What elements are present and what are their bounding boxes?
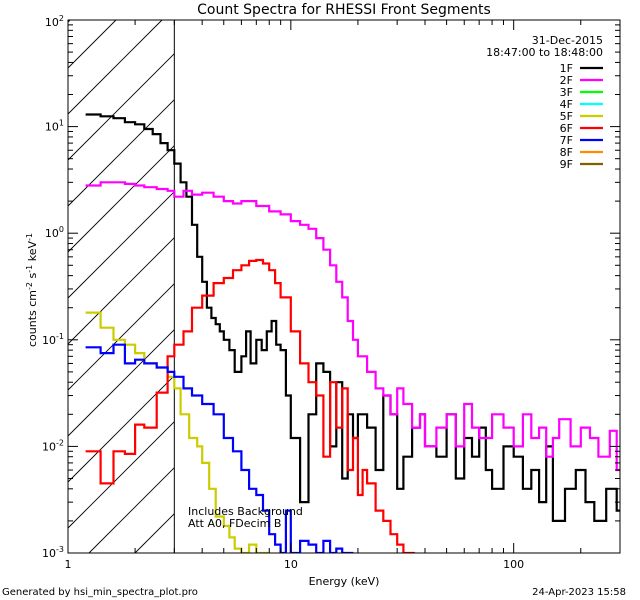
background-note: Includes Background: [188, 505, 303, 518]
legend-label-4F: 4F: [560, 98, 573, 111]
legend-label-8F: 8F: [560, 146, 573, 159]
legend-label-6F: 6F: [560, 122, 573, 135]
series-line-6F: [85, 258, 415, 553]
y-axis-label: counts cm-2 s-1 keV-1: [25, 233, 39, 347]
chart-annotations: 31-Dec-2015 18:47:00 to 18:48:00 Include…: [188, 34, 603, 530]
hatched-region: [67, 19, 175, 554]
x-axis-label: Energy (keV): [309, 575, 380, 588]
series-line-2F: [85, 181, 620, 472]
hatch-line: [67, 145, 175, 253]
y-tick-label: 10-3: [42, 545, 64, 560]
series-line-7F: [85, 343, 354, 553]
x-tick-label: 1: [65, 558, 72, 571]
plot-frame: [67, 19, 621, 554]
hatch-line: [67, 237, 175, 345]
hatch-line: [67, 421, 175, 529]
hatch-line: [67, 283, 175, 391]
time-range-label: 18:47:00 to 18:48:00: [486, 46, 603, 59]
legend-label-7F: 7F: [560, 134, 573, 147]
footer-generator: Generated by hsi_min_spectra_plot.pro: [2, 587, 198, 598]
legend-label-2F: 2F: [560, 74, 573, 87]
x-tick-label: 100: [503, 558, 524, 571]
legend-label-5F: 5F: [560, 110, 573, 123]
hatch-line: [67, 19, 163, 115]
hatch-line: [67, 53, 175, 161]
hatch-line: [88, 467, 175, 554]
footer-timestamp: 24-Apr-2023 15:58: [532, 587, 626, 598]
hatch-line: [67, 191, 175, 299]
axes: 1 10 100 10-3 10-2 10-1 100 101 102: [42, 14, 621, 571]
hatch-line: [67, 99, 175, 207]
y-tick-label: 10-1: [42, 332, 64, 347]
series-layer: [85, 113, 620, 553]
legend-label-3F: 3F: [560, 86, 573, 99]
y-tick-label: 100: [45, 225, 64, 240]
y-tick-label: 101: [45, 119, 64, 134]
y-tick-label: 10-2: [42, 438, 64, 453]
hatch-line: [67, 329, 175, 437]
legend-label-9F: 9F: [560, 158, 573, 171]
date-label: 31-Dec-2015: [532, 34, 603, 47]
series-line-1F: [85, 113, 620, 522]
hatch-line: [134, 513, 175, 554]
x-tick-label: 10: [284, 558, 298, 571]
hatch-line: [67, 19, 117, 69]
legend-label-1F: 1F: [560, 62, 573, 75]
y-tick-label: 102: [45, 14, 64, 29]
chart-title: Count Spectra for RHESSI Front Segments: [197, 2, 491, 18]
attenuator-note: Att A0, FDecim B: [188, 517, 281, 530]
